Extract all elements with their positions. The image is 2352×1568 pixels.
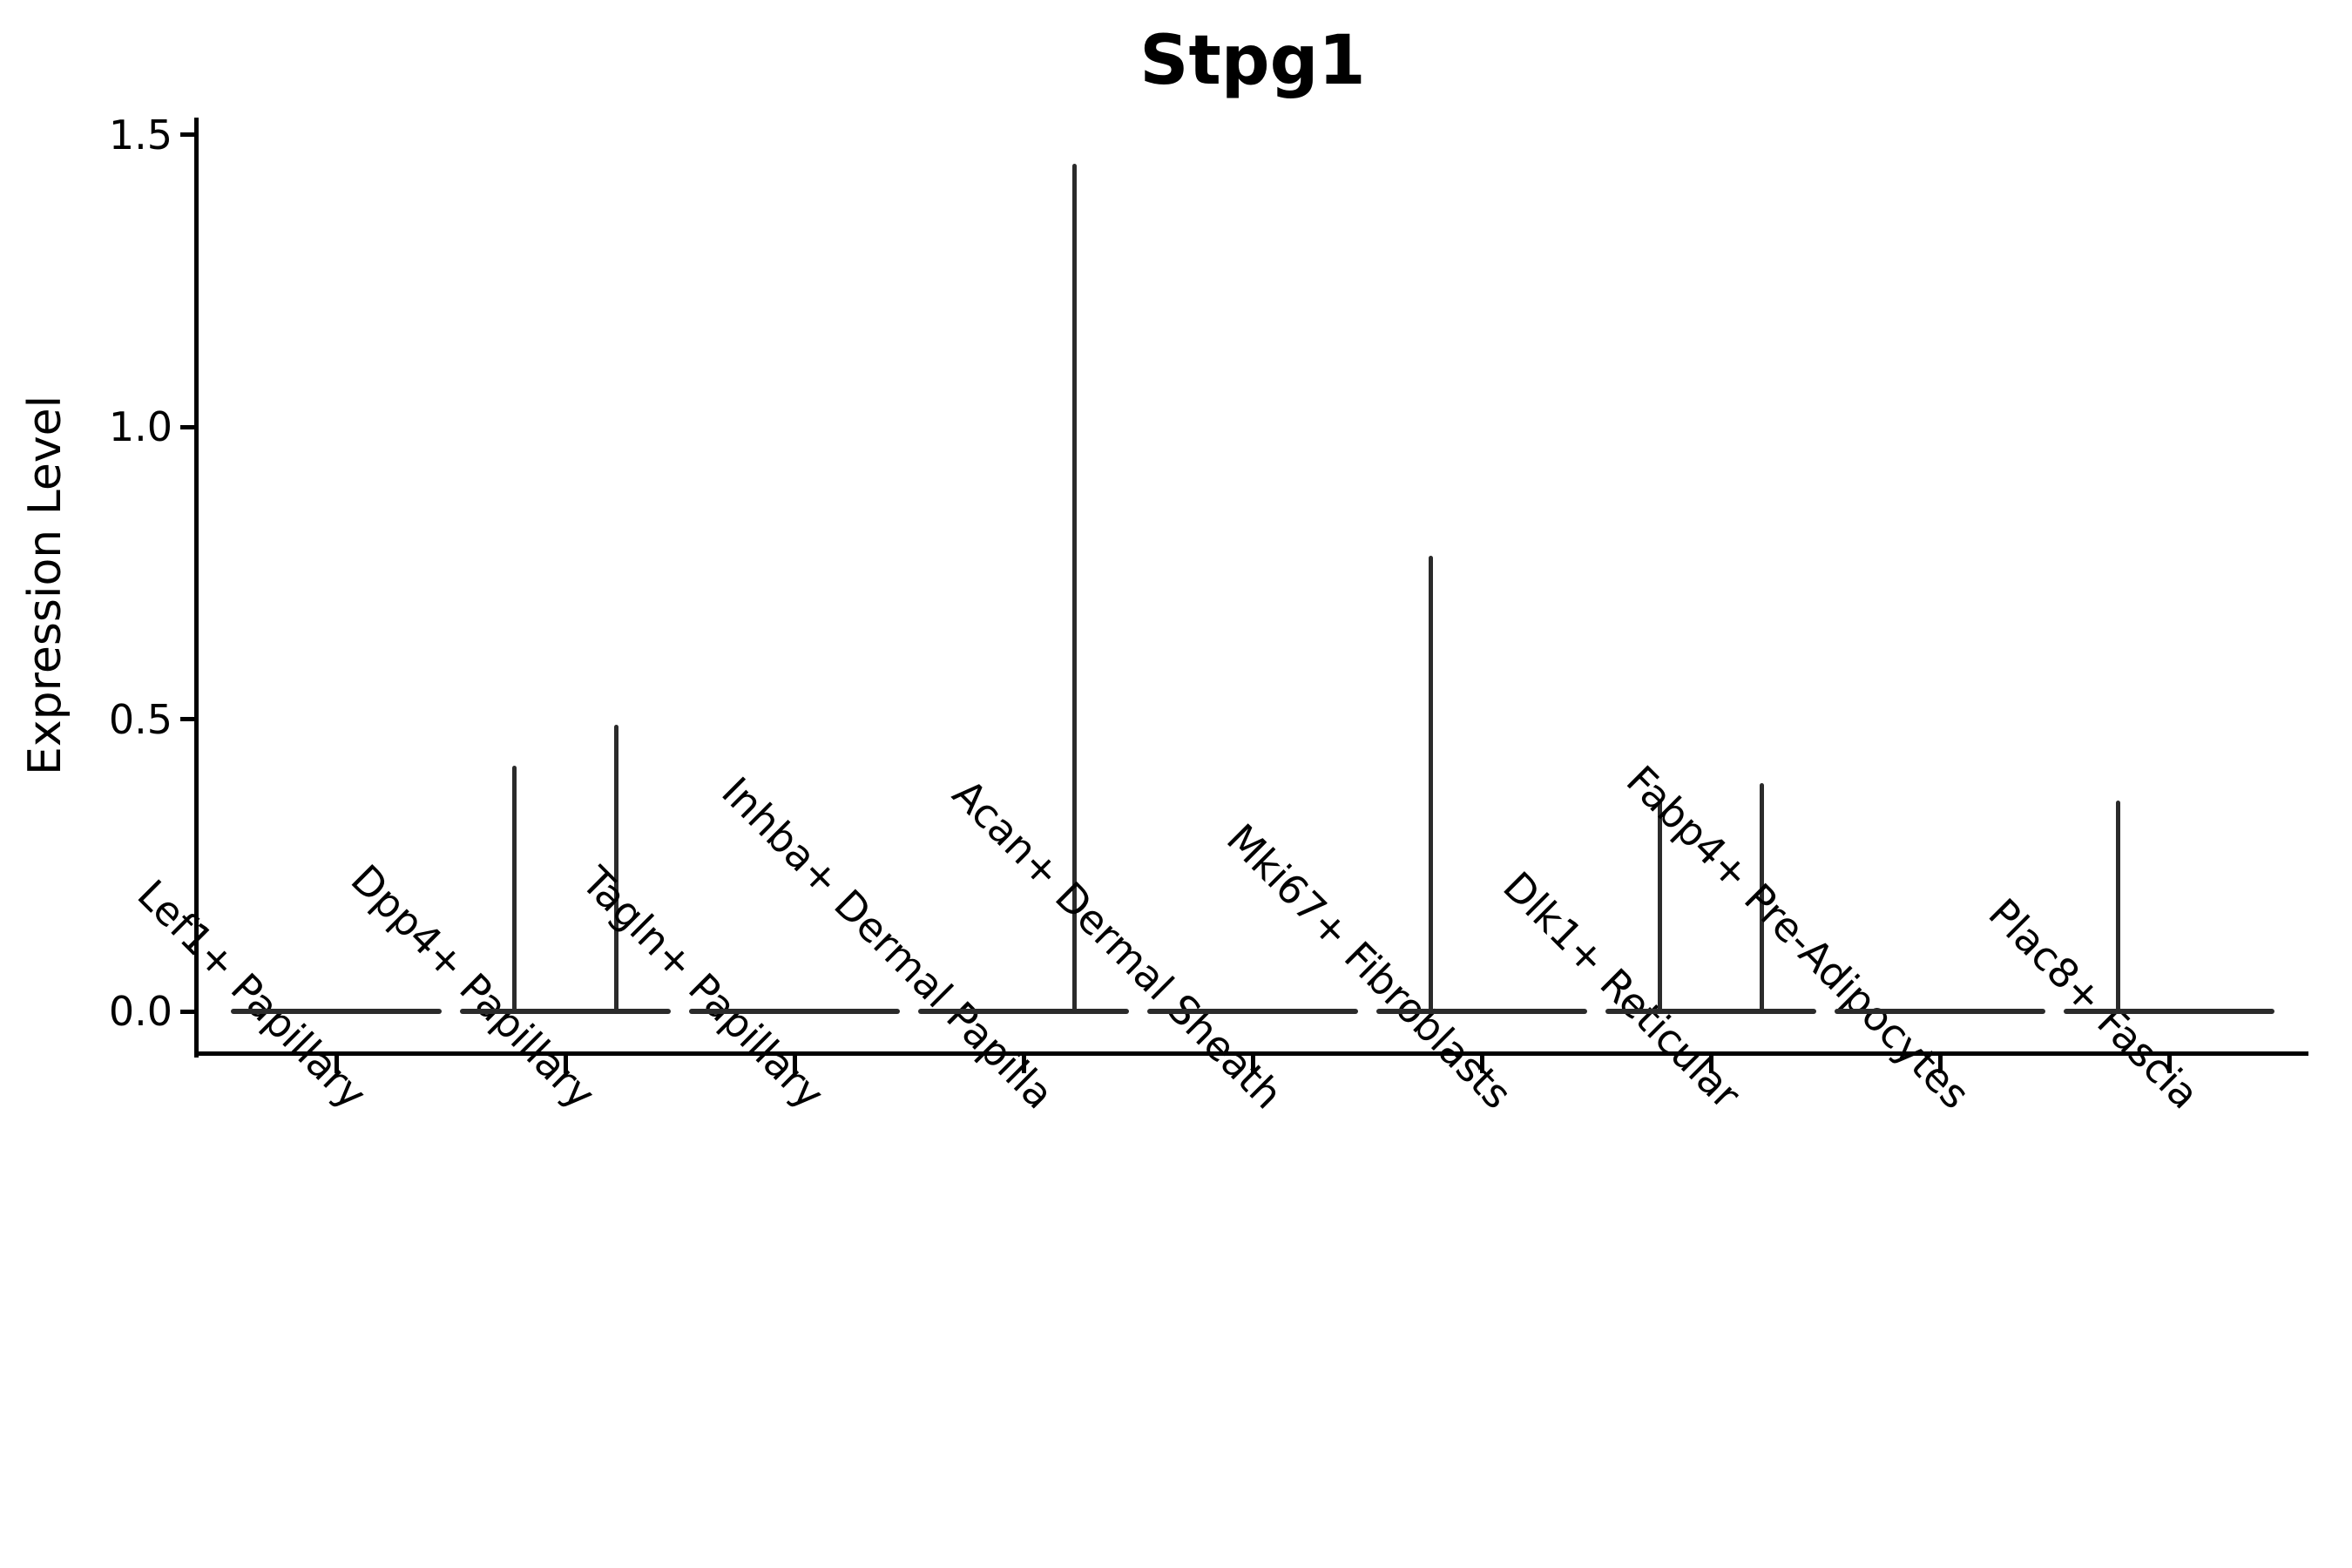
violin-baseline <box>2064 1009 2274 1014</box>
violin-baseline <box>918 1009 1129 1014</box>
violin-spike <box>511 766 517 1014</box>
violin-spike <box>2115 801 2120 1014</box>
x-tick <box>1708 1056 1713 1073</box>
y-tick-label: 1.0 <box>108 403 172 450</box>
y-tick <box>180 717 194 721</box>
violin-spike <box>613 725 618 1014</box>
x-tick <box>1479 1056 1484 1073</box>
violin-spike <box>1657 801 1662 1014</box>
x-tick <box>334 1056 339 1073</box>
x-tick-label: Dpp4+ Papillary <box>341 855 605 1119</box>
violin-baseline <box>689 1009 900 1014</box>
x-tick-label: Dlk1+ Reticular <box>1494 862 1750 1119</box>
y-tick-label: 1.5 <box>108 111 172 159</box>
x-tick <box>1250 1056 1255 1073</box>
x-tick <box>1021 1056 1026 1073</box>
x-tick <box>792 1056 797 1073</box>
violin-spike <box>1071 164 1077 1014</box>
y-tick-label: 0.0 <box>108 988 172 1035</box>
violin-baseline <box>1376 1009 1587 1014</box>
x-tick <box>1937 1056 1943 1073</box>
violin-baseline <box>1605 1009 1816 1014</box>
violin-baseline <box>231 1009 442 1014</box>
x-tick <box>2166 1056 2172 1073</box>
violin-baseline <box>1147 1009 1358 1014</box>
violin-baseline <box>460 1009 671 1014</box>
violin-spike <box>1428 555 1433 1014</box>
y-axis-label: Expression Level <box>19 395 71 776</box>
chart-title: Stpg1 <box>1139 22 1366 100</box>
y-tick <box>180 1009 194 1014</box>
x-tick <box>563 1056 568 1073</box>
violin-spike <box>1759 783 1764 1014</box>
y-axis-spine <box>194 118 199 1058</box>
x-axis-spine <box>194 1051 2308 1056</box>
violin-baseline <box>1835 1009 2045 1014</box>
x-tick-label: Plac8+ Fascia <box>1979 889 2208 1119</box>
y-tick <box>180 424 194 429</box>
y-tick-label: 0.5 <box>108 695 172 743</box>
y-tick <box>180 132 194 137</box>
